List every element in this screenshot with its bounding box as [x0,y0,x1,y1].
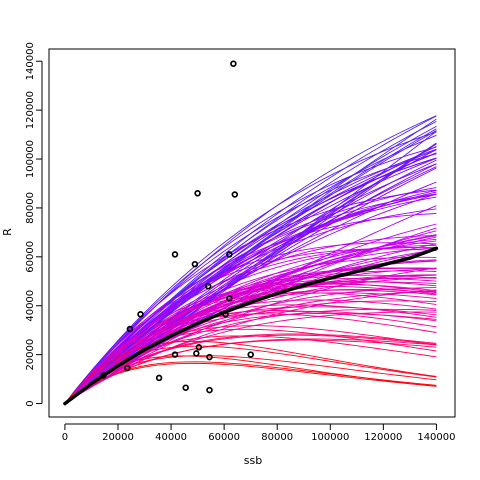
x-tick-label: 120000 [364,432,402,443]
curves-layer [64,115,437,404]
data-point [182,384,189,391]
data-point [193,350,200,357]
simulated-curve [64,274,437,404]
simulated-curve [64,153,437,404]
data-point [171,351,179,358]
simulated-curve [64,308,437,404]
x-tick-label: 20000 [102,432,134,443]
x-tick-label: 100000 [311,432,349,443]
x-axis-title: ssb [244,454,262,467]
y-tick-label: 120000 [25,91,36,129]
x-tick-label: 0 [62,432,68,443]
data-point [194,190,201,197]
axes-layer: 0 20000 40000 60000 80000 100000 120000 140000 0… [25,42,456,443]
simulated-curve [64,118,437,404]
plot-frame [48,48,456,418]
simulated-curve [64,234,437,404]
y-tick-label: 140000 [25,42,36,80]
simulated-curve [64,181,437,404]
points-layer [100,60,254,394]
simulated-curve [64,157,437,404]
simulated-curve [64,339,437,404]
y-tick-label: 20000 [25,339,36,371]
y-axis-title: R [1,228,14,236]
simulated-curve [64,235,437,404]
simulated-curve [64,292,437,404]
data-point [137,311,144,318]
data-point [195,344,203,351]
data-point [100,372,107,379]
data-point [247,351,254,358]
data-point [226,295,233,302]
y-tick-label: 100000 [25,140,36,178]
data-point [155,374,163,382]
data-point [226,251,233,258]
simulated-curve [64,311,437,404]
x-tick-label: 80000 [261,432,293,443]
y-tick-label: 40000 [25,290,36,322]
x-tick-label: 60000 [208,432,240,443]
data-point [231,191,239,198]
x-tick-label: 140000 [417,432,455,443]
x-tick-label: 40000 [155,432,187,443]
data-point [230,60,237,67]
simulated-curve [64,340,437,404]
y-tick-label: 60000 [25,241,36,273]
simulated-curve [64,193,437,404]
data-point [206,353,213,361]
simulated-curve [64,259,437,404]
simulated-curve [64,338,437,404]
data-point [124,364,131,372]
simulated-curve [64,333,437,404]
data-point [206,386,213,394]
simulated-curve [64,208,437,404]
data-point [171,251,179,258]
simulated-curve [64,227,437,404]
simulated-curve [64,130,437,404]
y-tick-label: 0 [25,400,36,406]
main-curve-layer [63,246,439,406]
simulated-curve [64,115,437,404]
simulated-curve [64,345,437,404]
simulated-curve [64,131,437,404]
simulated-curve [64,189,437,404]
data-point [204,282,212,290]
data-point [222,311,229,318]
data-point [126,325,134,333]
data-point [191,260,199,268]
fitted-curve [63,246,439,406]
simulated-curve [64,288,437,404]
y-tick-label: 80000 [25,192,36,224]
